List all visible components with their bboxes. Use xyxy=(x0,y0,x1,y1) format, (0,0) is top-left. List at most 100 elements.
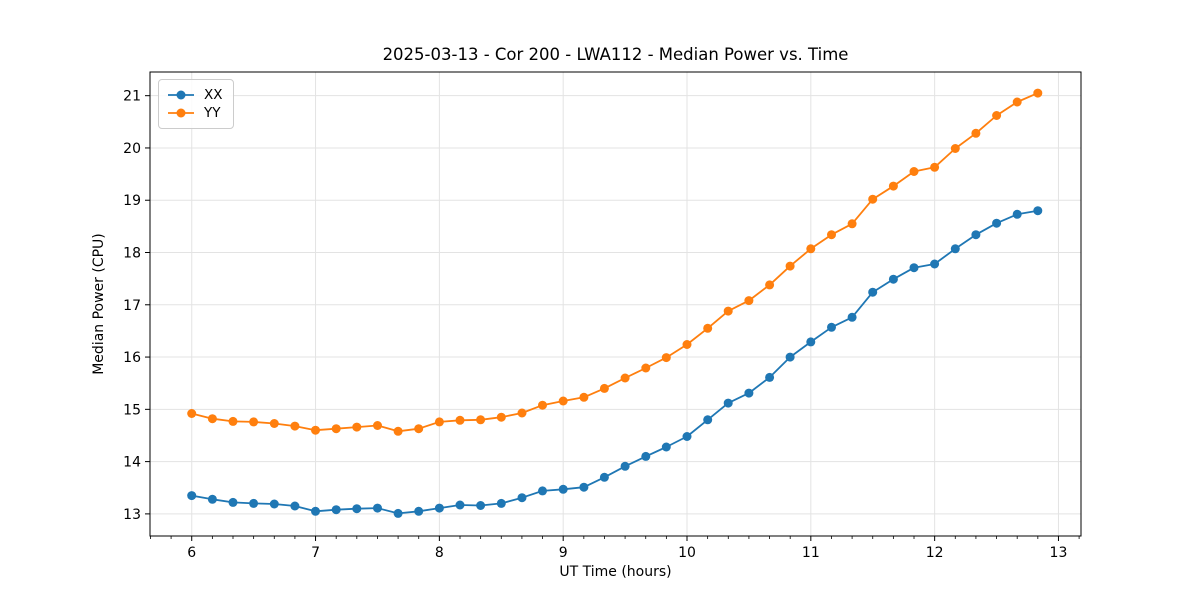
x-tick-label-7: 7 xyxy=(311,545,320,561)
series-yy-marker xyxy=(661,353,671,363)
series-xx-marker xyxy=(414,506,424,516)
series-xx-marker xyxy=(971,230,981,240)
series-yy-marker xyxy=(682,340,692,349)
series-yy-marker xyxy=(476,415,486,425)
x-tick-label-12: 12 xyxy=(926,545,944,561)
series-xx-marker xyxy=(228,497,238,507)
series-xx-marker xyxy=(992,218,1002,228)
series-xx-marker xyxy=(744,388,754,398)
series-xx-marker xyxy=(538,486,547,496)
legend-label-yy: YY xyxy=(204,105,221,121)
series-yy-marker xyxy=(269,419,279,428)
series-xx-marker xyxy=(765,372,775,382)
series-yy-marker xyxy=(290,421,300,431)
y-tick-label-18: 18 xyxy=(123,246,141,262)
series-xx-marker xyxy=(579,482,589,492)
series-yy-marker xyxy=(1012,97,1022,107)
y-tick-label-17: 17 xyxy=(123,298,141,314)
x-tick-label-8: 8 xyxy=(435,545,444,561)
series-xx-marker xyxy=(352,504,362,514)
series-yy-marker xyxy=(331,424,341,434)
x-axis-label: UT Time (hours) xyxy=(559,564,672,580)
series-xx-marker xyxy=(290,501,300,511)
series-xx-marker xyxy=(373,503,382,513)
series-yy-marker xyxy=(909,167,919,176)
series-xx-marker xyxy=(434,503,444,513)
series-xx-marker xyxy=(558,484,568,494)
series-yy-marker xyxy=(620,373,630,383)
series-xx-marker xyxy=(723,398,733,408)
series-xx-marker xyxy=(641,451,651,461)
series-yy-marker xyxy=(558,396,568,406)
chart-title: 2025-03-13 - Cor 200 - LWA112 - Median P… xyxy=(382,45,849,64)
series-yy-marker xyxy=(827,230,836,240)
series-yy-marker xyxy=(703,323,713,333)
series-xx-marker xyxy=(661,442,671,452)
series-yy-marker xyxy=(187,409,197,418)
series-xx-marker xyxy=(496,498,506,508)
series-yy-marker xyxy=(806,244,816,254)
y-tick-label-15: 15 xyxy=(123,402,141,418)
series-xx-marker xyxy=(599,472,609,482)
series-yy-marker xyxy=(311,425,320,435)
series-yy-marker xyxy=(373,421,382,430)
axes-frame xyxy=(149,71,1082,537)
series-yy-marker xyxy=(414,424,424,434)
series-yy-marker xyxy=(352,422,362,432)
series-xx-marker xyxy=(827,322,836,332)
x-tick-label-6: 6 xyxy=(187,545,196,561)
series-yy-marker xyxy=(847,219,857,229)
series-xx-marker xyxy=(703,415,713,425)
legend-line-marker-icon xyxy=(168,108,194,118)
legend-item-xx: XX xyxy=(166,87,223,103)
series-yy-marker xyxy=(249,417,259,427)
legend-item-yy: YY xyxy=(166,105,223,121)
series-yy-marker xyxy=(207,414,217,424)
series-xx-marker xyxy=(909,263,919,273)
x-tick-label-9: 9 xyxy=(559,545,568,561)
series-xx-marker xyxy=(847,312,857,322)
series-xx-marker xyxy=(1033,206,1043,216)
series-yy-marker xyxy=(785,261,795,271)
legend: XX YY xyxy=(158,79,234,129)
series-xx-marker xyxy=(785,352,795,362)
series-yy-marker xyxy=(455,415,465,425)
x-tick-label-13: 13 xyxy=(1050,545,1068,561)
series-yy-marker xyxy=(538,400,547,410)
series-yy-marker xyxy=(434,417,444,427)
series-yy-marker xyxy=(765,280,775,290)
series-yy-marker xyxy=(744,296,754,306)
series-yy-marker xyxy=(641,363,651,373)
series-xx-marker xyxy=(682,432,692,441)
series-yy-marker xyxy=(950,144,960,153)
series-xx-marker xyxy=(620,461,630,471)
y-tick-label-13: 13 xyxy=(123,507,141,523)
series-yy-marker xyxy=(1033,88,1043,98)
y-tick-label-21: 21 xyxy=(123,89,141,105)
legend-label-xx: XX xyxy=(204,87,223,103)
series-xx-marker xyxy=(950,244,960,254)
series-xx-marker xyxy=(269,499,279,509)
y-axis-label-text: Median Power (CPU) xyxy=(91,233,107,375)
series-xx-marker xyxy=(249,498,259,508)
y-tick-label-20: 20 xyxy=(123,141,141,157)
series-xx-marker xyxy=(930,259,940,269)
series-xx-marker xyxy=(888,274,898,284)
y-tick-label-19: 19 xyxy=(123,193,141,209)
y-tick-label-14: 14 xyxy=(123,455,141,471)
series-yy-marker xyxy=(599,383,609,393)
series-xx-marker xyxy=(187,491,197,501)
series-yy-marker xyxy=(723,306,733,316)
y-tick-label-16: 16 xyxy=(123,350,141,366)
series-xx-marker xyxy=(207,494,217,504)
series-xx-marker xyxy=(393,508,403,518)
series-xx-marker xyxy=(517,493,527,503)
series-xx-marker xyxy=(311,506,320,516)
series-xx-marker xyxy=(806,337,816,347)
series-yy-marker xyxy=(971,128,981,138)
series-yy-marker xyxy=(888,181,898,191)
series-xx-marker xyxy=(476,501,486,510)
series-yy-marker xyxy=(517,408,527,418)
series-yy-marker xyxy=(496,412,506,422)
